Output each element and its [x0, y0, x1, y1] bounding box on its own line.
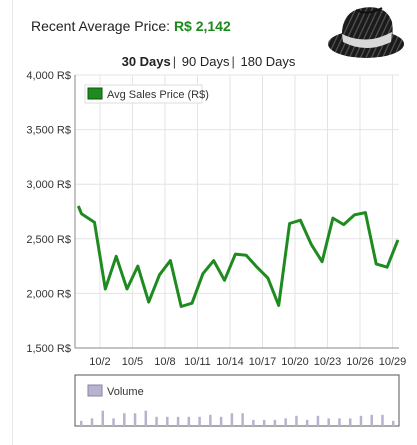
range-180-days[interactable]: 180 Days — [240, 54, 296, 69]
range-selector: 30 Days | 90 Days | 180 Days — [121, 54, 296, 69]
volume-bar — [101, 410, 105, 426]
volume-bar — [230, 413, 234, 426]
legend-swatch-price — [87, 87, 103, 100]
volume-bar — [370, 414, 373, 426]
volume-bar — [80, 420, 83, 426]
x-tick-label: 10/17 — [249, 356, 277, 368]
volume-panel — [74, 374, 400, 427]
volume-bar — [144, 410, 148, 426]
volume-bar — [155, 416, 158, 426]
x-tick-label: 10/20 — [281, 356, 309, 368]
x-tick-label: 10/23 — [314, 356, 342, 368]
y-tick-label: 4,000 R$ — [26, 70, 71, 82]
avg-sales-price-line — [76, 205, 400, 308]
volume-bar — [219, 416, 223, 426]
range-90-days[interactable]: 90 Days — [181, 54, 230, 69]
y-tick-label: 2,000 R$ — [26, 288, 71, 300]
x-tick-label: 10/8 — [154, 356, 175, 368]
y-tick-label: 1,500 R$ — [26, 343, 71, 355]
recent-average-price-label: Recent Average Price: — [31, 18, 171, 34]
legend-box — [84, 84, 203, 104]
y-tick-label: 3,000 R$ — [26, 179, 71, 191]
volume-bar — [176, 416, 180, 426]
volume-bar — [187, 416, 191, 426]
volume-bar — [262, 419, 266, 426]
volume-bar — [338, 418, 341, 426]
y-tick-label: 3,500 R$ — [26, 125, 71, 137]
volume-bar — [241, 413, 244, 426]
volume-bar — [90, 418, 94, 426]
recent-average-price: Recent Average Price: R$ 2,142 — [31, 18, 231, 34]
volume-bar — [327, 418, 330, 426]
x-tick-label: 10/26 — [346, 356, 374, 368]
y-tick-label: 2,500 R$ — [26, 234, 71, 246]
legend-label-volume: Volume — [107, 386, 144, 398]
volume-bar — [112, 418, 115, 426]
volume-bar — [359, 415, 363, 426]
legend-label-price: Avg Sales Price (R$) — [107, 89, 209, 101]
x-tick-label: 10/2 — [89, 356, 110, 368]
x-tick-label: 10/14 — [216, 356, 244, 368]
volume-bar — [381, 414, 384, 426]
volume-bar — [392, 420, 395, 426]
volume-bar — [198, 416, 201, 426]
volume-bar — [348, 418, 352, 426]
volume-bar — [284, 418, 287, 426]
volume-bar — [273, 419, 277, 426]
x-tick-label: 10/11 — [184, 356, 211, 368]
volume-bar — [166, 416, 169, 426]
volume-bar — [209, 414, 212, 426]
volume-bar — [123, 413, 126, 426]
left-divider — [12, 0, 13, 445]
x-tick-label: 10/5 — [122, 356, 143, 368]
x-tick-label: 10/29 — [379, 356, 407, 368]
volume-bar — [252, 419, 255, 426]
volume-bar — [133, 413, 137, 426]
legend-swatch-volume — [87, 384, 103, 397]
volume-bar — [295, 415, 298, 426]
volume-bar — [305, 419, 309, 426]
recent-average-price-value: R$ 2,142 — [173, 18, 231, 34]
volume-bar — [316, 415, 320, 426]
range-30-days[interactable]: 30 Days — [121, 54, 171, 69]
fedora-hat-icon — [328, 7, 404, 58]
